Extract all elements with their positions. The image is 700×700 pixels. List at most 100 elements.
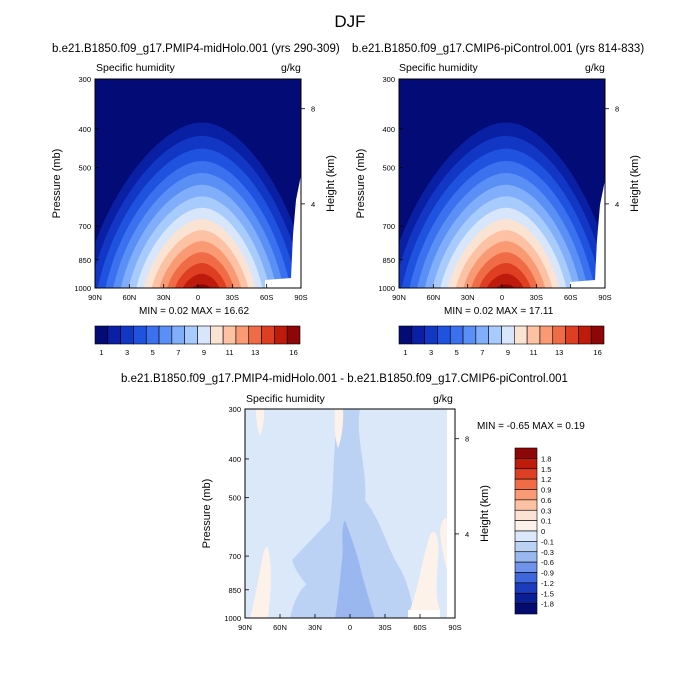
- panel-3-negative-core: [335, 520, 375, 618]
- y-axis-label: Pressure (mb): [51, 149, 63, 219]
- colorbar-label: -0.3: [541, 548, 554, 557]
- y-tick-label: 500: [78, 164, 91, 173]
- colorbar-swatch: [514, 325, 528, 345]
- colorbar-swatch: [184, 325, 198, 345]
- y-tick-label: 700: [228, 552, 241, 561]
- y-axis-label-right: Height (km): [629, 155, 641, 212]
- colorbar-label: 7: [176, 348, 180, 357]
- panel-1-plot: [95, 79, 301, 288]
- contour-level-15: [182, 273, 220, 288]
- y-tick-label: 850: [228, 586, 241, 595]
- y-tick-label: 700: [78, 222, 91, 231]
- colorbar-swatch: [514, 603, 538, 615]
- colorbar-swatch: [514, 582, 538, 594]
- x-tick-label: 0: [196, 293, 200, 302]
- panel-3-stats: MIN = -0.65 MAX = 0.19: [477, 421, 585, 432]
- colorbar-swatch: [514, 592, 538, 604]
- panel-3-plot: [245, 409, 455, 618]
- panel-2-title: b.e21.B1850.f09_g17.CMIP6-piControl.001 …: [352, 43, 645, 55]
- panel-3-positive-region-c: [334, 409, 344, 448]
- y-tick-label: 1000: [378, 284, 395, 293]
- x-tick-label: 90S: [294, 293, 307, 302]
- contour-level-16: [495, 284, 516, 288]
- panel-3-positive-region-d: [410, 531, 440, 610]
- colorbar-swatch: [514, 458, 538, 470]
- panel-3-missing-edge: [447, 409, 455, 618]
- x-tick-label: 30S: [378, 623, 391, 632]
- y-tick-label: 850: [382, 256, 395, 265]
- panel-2-right-label: g/kg: [585, 62, 605, 74]
- colorbar-swatch: [133, 325, 147, 345]
- colorbar-swatch: [514, 509, 538, 521]
- colorbar-swatch: [578, 325, 592, 345]
- panel-2-contours: [399, 107, 605, 288]
- colorbar-label: 9: [202, 348, 206, 357]
- colorbar-swatch: [501, 325, 515, 345]
- y-tick-label: 400: [382, 125, 395, 134]
- panel-3-title: b.e21.B1850.f09_g17.PMIP4-midHolo.001 - …: [121, 373, 568, 385]
- panel-3-missing-region: [408, 610, 440, 618]
- colorbar-swatch: [539, 325, 554, 345]
- colorbar-label: 0.6: [541, 496, 551, 505]
- colorbar-swatch: [261, 325, 275, 345]
- colorbar-swatch: [171, 325, 185, 345]
- colorbar-swatch: [526, 325, 541, 345]
- colorbar-swatch: [94, 325, 109, 345]
- y-tick-label: 850: [78, 256, 91, 265]
- colorbar-label: -1.8: [541, 600, 554, 609]
- colorbar-label: 1.8: [541, 454, 551, 463]
- colorbar-label: -0.1: [541, 537, 554, 546]
- colorbar-swatch: [514, 489, 538, 501]
- y-right-tick-label: 4: [615, 200, 619, 209]
- panel-1-axes: 90N 60N 30N 0 30S 60S 90S 300 400 500 700 850 1000 8 4…: [51, 75, 337, 302]
- colorbar-label: 5: [455, 348, 459, 357]
- figure-title: DJF: [334, 12, 366, 31]
- y-tick-label: 400: [228, 455, 241, 464]
- colorbar-label: 11: [226, 348, 234, 357]
- x-tick-label: 90S: [448, 623, 461, 632]
- colorbar-swatch: [120, 325, 134, 345]
- panel-1-stats: MIN = 0.02 MAX = 16.62: [139, 306, 250, 317]
- x-tick-label: 30N: [308, 623, 322, 632]
- panel-1-missing-region: [265, 175, 301, 288]
- colorbar-swatch: [514, 520, 538, 532]
- y-tick-label: 300: [228, 405, 241, 414]
- y-axis-label: Pressure (mb): [201, 479, 213, 549]
- panel-3-positive-region-a: [250, 546, 271, 618]
- x-tick-label: 60N: [426, 293, 440, 302]
- colorbar-label: 0.9: [541, 486, 551, 495]
- panel-1-colorbar: 1 3 5 7 9 11 13 16: [94, 325, 301, 357]
- panel-2-missing-region: [570, 180, 605, 288]
- colorbar-swatch: [398, 325, 413, 345]
- colorbar-swatch: [274, 325, 288, 345]
- panel-2-axes: 90N 60N 30N 0 30S 60S 90S 300 400 500 700 850 1000 8 4…: [355, 75, 641, 302]
- x-tick-label: 60S: [413, 623, 426, 632]
- colorbar-label: 1: [99, 348, 103, 357]
- colorbar-swatch: [514, 561, 538, 573]
- y-tick-label: 500: [382, 164, 395, 173]
- colorbar-label: 16: [593, 348, 601, 357]
- y-tick-label: 700: [382, 222, 395, 231]
- colorbar-label: 3: [429, 348, 433, 357]
- y-axis-label-right: Height (km): [325, 155, 337, 212]
- x-tick-label: 90N: [88, 293, 102, 302]
- panel-3-axes: 90N 60N 30N 0 30S 60S 90S 300 400 500 700 850 1000 8 4…: [201, 405, 491, 632]
- colorbar-label: 3: [125, 348, 129, 357]
- colorbar-swatch: [488, 325, 502, 345]
- x-tick-label: 90N: [392, 293, 406, 302]
- colorbar-label: 13: [555, 348, 563, 357]
- panel-2-colorbar: 1 3 5 7 9 11 13 16: [398, 325, 605, 357]
- colorbar-swatch: [514, 468, 538, 480]
- panel-1-title: b.e21.B1850.f09_g17.PMIP4-midHolo.001 (y…: [52, 43, 340, 55]
- colorbar-label: 11: [530, 348, 538, 357]
- contour-level-15: [486, 273, 524, 288]
- x-tick-label: 60N: [273, 623, 287, 632]
- panel-3-negative-region-b: [290, 560, 350, 618]
- colorbar-swatch: [286, 325, 301, 345]
- x-tick-label: 90N: [238, 623, 252, 632]
- y-axis-label-right: Height (km): [479, 485, 491, 542]
- colorbar-label: 1.2: [541, 475, 551, 484]
- x-tick-label: 60S: [260, 293, 273, 302]
- y-right-tick-label: 8: [615, 105, 619, 114]
- colorbar-swatch: [514, 541, 538, 553]
